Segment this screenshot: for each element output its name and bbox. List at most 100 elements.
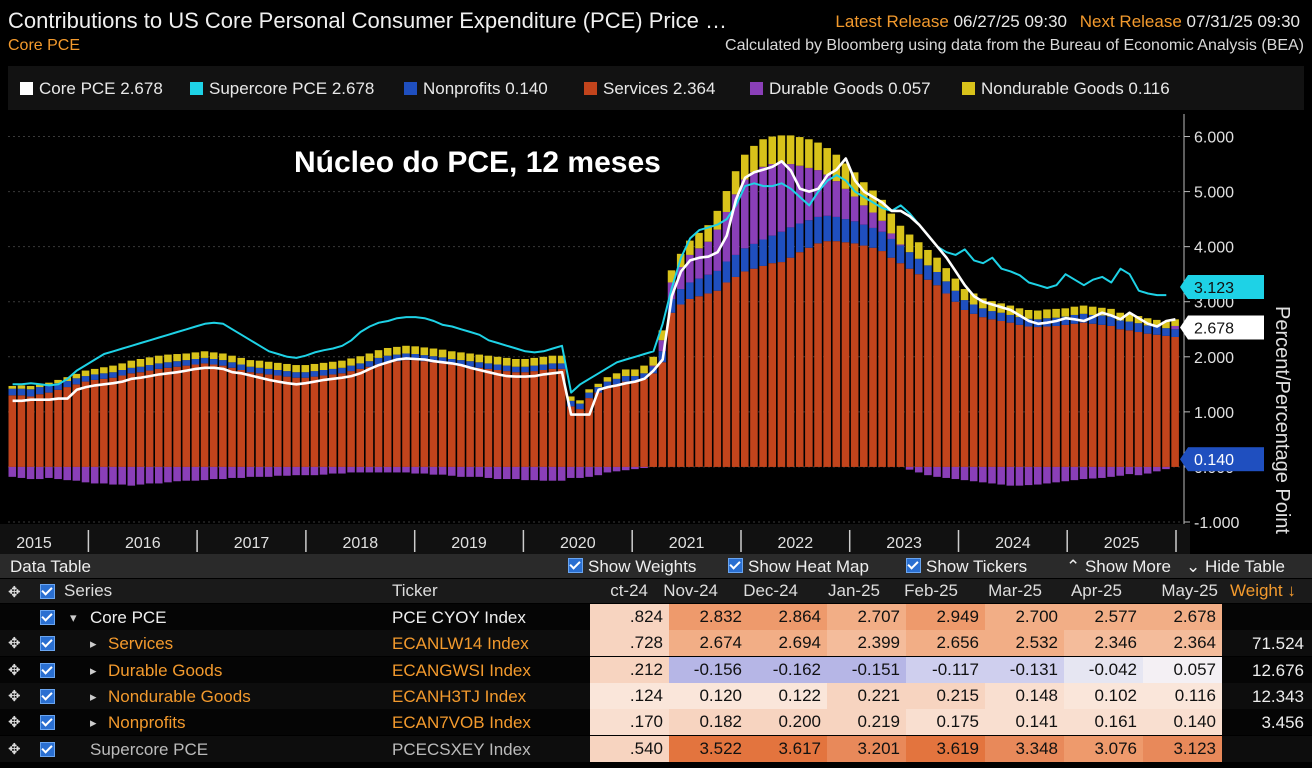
bar-nondurable-goods[interactable]	[100, 367, 108, 374]
bar-nondurable-goods[interactable]	[429, 348, 438, 357]
bar-nonprofits[interactable]	[521, 366, 529, 373]
bar-services[interactable]	[17, 395, 26, 467]
show-weights-toggle[interactable]: Show Weights	[568, 557, 696, 577]
bar-nondurable-goods[interactable]	[576, 400, 584, 404]
bar-services[interactable]	[942, 293, 950, 467]
bar-services[interactable]	[264, 374, 273, 467]
show-heat-map-toggle[interactable]: Show Heat Map	[728, 557, 869, 577]
bar-services[interactable]	[228, 367, 236, 467]
bar-nondurable-goods[interactable]	[310, 363, 319, 372]
bar-services[interactable]	[347, 371, 355, 467]
header-weight[interactable]: Weight ↓	[1230, 581, 1296, 600]
bar-durable-goods[interactable]	[777, 162, 786, 232]
bar-nondurable-goods[interactable]	[1088, 306, 1097, 315]
pce-contributions-chart[interactable]: 6.0005.0004.0003.0002.0001.0000.000-1.00…	[0, 110, 1312, 554]
bar-services[interactable]	[658, 362, 667, 467]
bar-services[interactable]	[319, 375, 328, 467]
bar-nonprofits[interactable]	[1006, 314, 1015, 323]
value-cell[interactable]: 0.141	[985, 709, 1064, 736]
value-cell[interactable]: 3.123	[1143, 735, 1222, 762]
bar-nondurable-goods[interactable]	[860, 182, 868, 206]
bar-services[interactable]	[795, 252, 804, 467]
value-cell[interactable]: 0.175	[906, 709, 985, 736]
move-handle-icon[interactable]: ✥	[8, 714, 21, 732]
bar-nondurable-goods[interactable]	[173, 354, 181, 362]
bar-nonprofits[interactable]	[1153, 326, 1161, 335]
bar-services[interactable]	[814, 243, 822, 467]
move-handle-icon[interactable]: ✥	[8, 687, 21, 705]
bar-services[interactable]	[45, 392, 53, 467]
value-cell[interactable]: 0.148	[985, 682, 1064, 709]
bar-services[interactable]	[548, 368, 557, 467]
bar-services[interactable]	[328, 374, 337, 467]
bar-nonprofits[interactable]	[155, 363, 163, 369]
bar-nondurable-goods[interactable]	[594, 383, 603, 388]
bar-services[interactable]	[1070, 323, 1079, 467]
bar-durable-goods[interactable]	[612, 466, 621, 472]
bar-nonprofits[interactable]	[493, 364, 502, 371]
bar-services[interactable]	[823, 241, 831, 467]
bar-nondurable-goods[interactable]	[411, 346, 419, 355]
bar-durable-goods[interactable]	[219, 466, 227, 480]
value-cell[interactable]: 2.346	[1064, 630, 1143, 657]
bar-services[interactable]	[383, 362, 392, 467]
bar-durable-goods[interactable]	[621, 466, 630, 471]
bar-nonprofits[interactable]	[603, 381, 612, 388]
bar-nondurable-goods[interactable]	[54, 379, 62, 384]
value-cell[interactable]: -0.156	[669, 656, 748, 683]
bar-durable-goods[interactable]	[786, 164, 795, 228]
bar-durable-goods[interactable]	[63, 466, 71, 481]
bar-nondurable-goods[interactable]	[292, 365, 300, 373]
bar-durable-goods[interactable]	[274, 466, 282, 476]
bar-nondurable-goods[interactable]	[686, 240, 694, 255]
bar-nonprofits[interactable]	[905, 252, 914, 269]
bar-nondurable-goods[interactable]	[164, 354, 172, 363]
bar-services[interactable]	[237, 370, 245, 467]
bar-services[interactable]	[1088, 323, 1097, 467]
header-date[interactable]: Mar-25	[988, 581, 1042, 600]
bar-nondurable-goods[interactable]	[1107, 308, 1115, 317]
bar-durable-goods[interactable]	[1079, 466, 1088, 480]
bar-services[interactable]	[209, 364, 218, 467]
bar-services[interactable]	[54, 389, 62, 467]
value-cell[interactable]: 0.120	[669, 682, 748, 709]
bar-nondurable-goods[interactable]	[72, 373, 81, 379]
bar-nondurable-goods[interactable]	[81, 370, 90, 377]
bar-nonprofits[interactable]	[612, 378, 621, 385]
bar-durable-goods[interactable]	[1134, 466, 1143, 476]
bar-nonprofits[interactable]	[942, 281, 950, 294]
bar-nonprofits[interactable]	[759, 239, 767, 266]
value-cell[interactable]: -0.117	[906, 656, 985, 683]
bar-nonprofits[interactable]	[887, 238, 896, 258]
bar-nondurable-goods[interactable]	[1134, 316, 1143, 324]
header-date[interactable]: May-25	[1161, 581, 1218, 600]
bar-nonprofits[interactable]	[713, 270, 722, 291]
bar-durable-goods[interactable]	[310, 466, 319, 476]
bar-services[interactable]	[81, 381, 90, 467]
bar-nondurable-goods[interactable]	[338, 360, 346, 368]
bar-services[interactable]	[713, 290, 722, 467]
bar-nondurable-goods[interactable]	[603, 377, 612, 382]
legend-item-nonprofits[interactable]: Nonprofits 0.140	[404, 79, 548, 99]
bar-durable-goods[interactable]	[539, 466, 548, 481]
bar-durable-goods[interactable]	[484, 466, 493, 478]
bar-nondurable-goods[interactable]	[805, 139, 813, 168]
bar-services[interactable]	[1098, 324, 1106, 467]
bar-nonprofits[interactable]	[750, 243, 758, 269]
bar-nonprofits[interactable]	[1107, 316, 1115, 326]
bar-durable-goods[interactable]	[1116, 466, 1124, 476]
bar-durable-goods[interactable]	[548, 466, 557, 481]
bar-nondurable-goods[interactable]	[237, 357, 245, 365]
value-cell[interactable]: .124	[590, 682, 669, 709]
bar-nonprofits[interactable]	[145, 365, 154, 371]
bar-services[interactable]	[768, 263, 777, 467]
bar-nonprofits[interactable]	[17, 388, 26, 396]
bar-durable-goods[interactable]	[283, 466, 291, 476]
bar-durable-goods[interactable]	[191, 466, 200, 481]
bar-durable-goods[interactable]	[594, 466, 603, 476]
row-checkbox[interactable]	[40, 636, 55, 652]
bar-nondurable-goods[interactable]	[530, 357, 538, 366]
bar-services[interactable]	[145, 370, 154, 467]
bar-durable-goods[interactable]	[502, 466, 511, 480]
bar-durable-goods[interactable]	[164, 466, 172, 483]
